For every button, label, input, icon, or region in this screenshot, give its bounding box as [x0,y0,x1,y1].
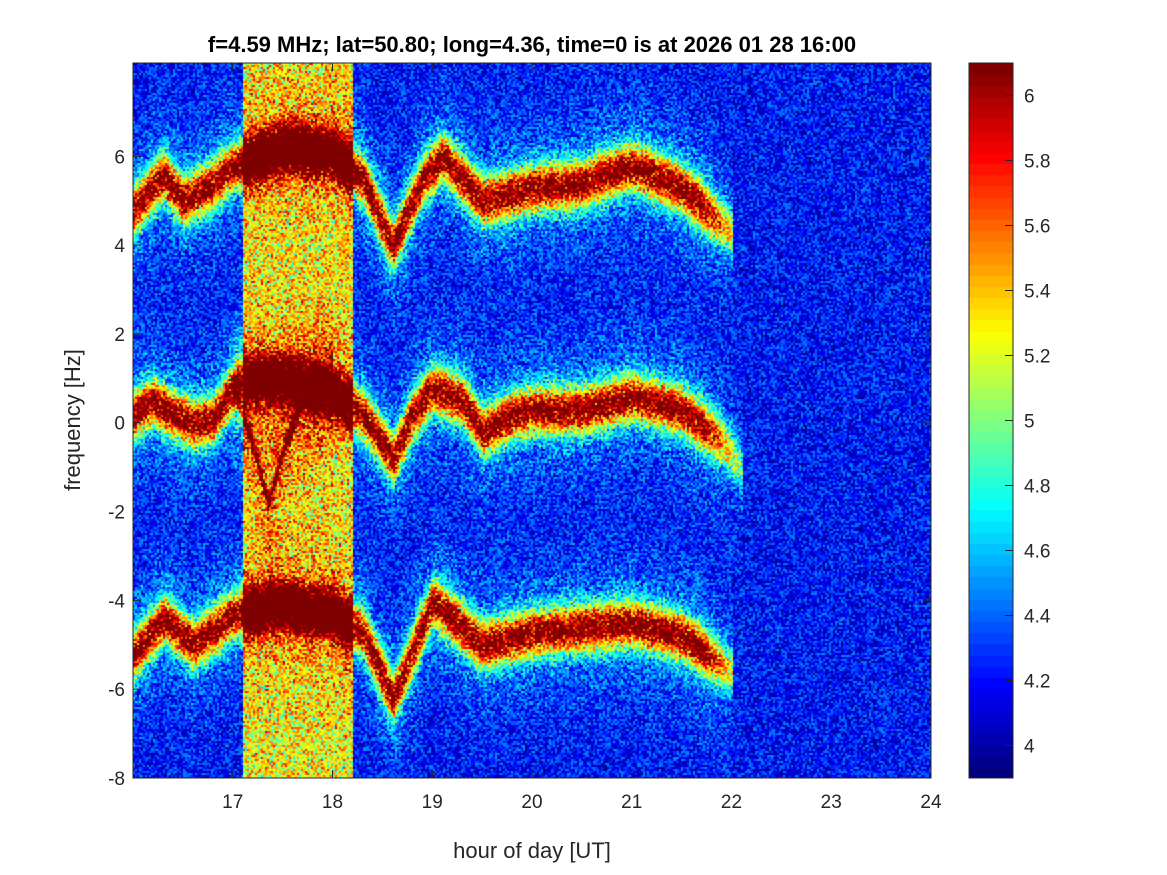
colorbar-tick-label: 5 [1024,412,1035,433]
y-tick-label: 0 [114,414,125,435]
x-tick-label: 23 [821,792,842,813]
y-tick-label: -4 [108,591,125,612]
colorbar-tick-label: 4.4 [1024,607,1051,628]
colorbar-tick-label: 5.2 [1024,347,1050,368]
heatmap-cells [133,63,931,778]
colorbar-tick-label: 5.6 [1024,217,1050,238]
x-tick-label: 18 [322,792,343,813]
colorbar-tick-label: 5.4 [1024,282,1051,303]
x-tick-label: 20 [521,792,542,813]
x-tick-label: 21 [621,792,642,813]
x-tick-label: 17 [222,792,243,813]
colorbar-tick-label: 6 [1024,87,1035,108]
plot-frame [132,62,932,779]
y-tick-label: -6 [108,680,125,701]
colorbar-tick-label: 4.8 [1024,477,1050,498]
colorbar-tick-label: 4.6 [1024,542,1050,563]
y-tick-label: -2 [108,503,125,524]
colorbar-tick-label: 4 [1024,737,1035,758]
x-tick-label: 19 [422,792,443,813]
colorbar-tick-label: 4.2 [1024,672,1050,693]
colorbar-tick-label: 5.8 [1024,152,1050,173]
x-tick-label: 24 [920,792,942,813]
y-axis-label: frequency [Hz] [60,349,85,491]
y-tick-label: 6 [114,147,125,168]
x-axis-label: hour of day [UT] [453,838,611,863]
y-tick-label: -8 [108,769,125,790]
chart-title: f=4.59 MHz; lat=50.80; long=4.36, time=0… [208,32,856,57]
y-tick-label: 2 [114,325,125,346]
y-tick-label: 4 [114,236,125,257]
x-tick-label: 22 [721,792,742,813]
